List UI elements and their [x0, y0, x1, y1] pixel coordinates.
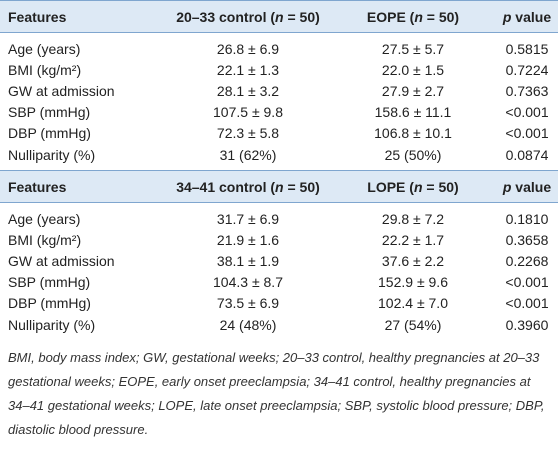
header-row: Features 20–33 control (n = 50) EOPE (n = …	[0, 0, 558, 33]
table-cell: 37.6 ± 2.2	[381, 253, 445, 270]
table-cell: 27.5 ± 5.7	[381, 40, 445, 57]
table-cell: 0.1810	[505, 210, 549, 227]
table-body: Age (years) 31.7 ± 6.9 29.8 ± 7.2 0.1810 BMI…	[0, 203, 558, 341]
table-cell: 38.1 ± 1.9	[216, 253, 280, 270]
table-cell: SBP (mmHg)	[8, 104, 91, 121]
table-header: Features 34–41 control (n = 50) LOPE (n = …	[0, 170, 558, 204]
table-row: GW at admission 28.1 ± 3.2 27.9 ± 2.7 0.736…	[0, 80, 558, 101]
table-cell: Age (years)	[8, 210, 81, 227]
table-row: BMI (kg/m²) 22.1 ± 1.3 22.0 ± 1.5 0.7224	[0, 59, 558, 80]
header-text: value	[511, 8, 552, 25]
header-text: = 50)	[422, 178, 459, 195]
table-cell: 26.8 ± 6.9	[216, 40, 280, 57]
header-text: = 50)	[422, 8, 460, 25]
table-cell: BMI (kg/m²)	[8, 231, 82, 248]
table-cell: 72.3 ± 5.8	[216, 125, 280, 142]
header-text: EOPE (	[366, 8, 415, 25]
header-text: 34–41 control (	[176, 178, 276, 195]
table-row: DBP (mmHg) 73.5 ± 6.9 102.4 ± 7.0 <0.001	[0, 293, 558, 314]
table-cell: 0.0874	[505, 146, 549, 163]
table-cell: 0.7363	[505, 82, 549, 99]
table-cell: 73.5 ± 6.9	[216, 295, 280, 312]
table-cell: 0.2268	[505, 253, 549, 270]
table-cell: SBP (mmHg)	[8, 274, 91, 291]
page: Features 20–33 control (n = 50) EOPE (n = …	[0, 0, 558, 438]
table-cell: Nulliparity (%)	[8, 316, 96, 333]
header-row: Features 34–41 control (n = 50) LOPE (n = …	[0, 170, 558, 204]
table-cell: 106.8 ± 10.1	[374, 125, 452, 142]
header-text: value	[511, 178, 552, 195]
table-cell: <0.001	[505, 295, 549, 312]
header-cell: p value	[488, 170, 558, 204]
header-text: 20–33 control (	[176, 8, 276, 25]
header-cell: LOPE (n = 50)	[338, 170, 488, 204]
table-cell: 27 (54%)	[384, 316, 442, 333]
table-cell: 0.3658	[505, 231, 549, 248]
table-row: Nulliparity (%) 31 (62%) 25 (50%) 0.0874	[0, 144, 558, 170]
table-body: Age (years) 26.8 ± 6.9 27.5 ± 5.7 0.5815 BMI…	[0, 33, 558, 171]
table-cell: DBP (mmHg)	[8, 295, 91, 312]
table-cell: 22.1 ± 1.3	[216, 61, 280, 78]
header-text: Features	[8, 178, 67, 195]
data-table: Features 20–33 control (n = 50) EOPE (n = …	[0, 0, 558, 170]
table-cell: 102.4 ± 7.0	[378, 295, 448, 312]
header-text: = 50)	[283, 8, 320, 25]
table-row: Nulliparity (%) 24 (48%) 27 (54%) 0.3960	[0, 314, 558, 340]
table-row: SBP (mmHg) 104.3 ± 8.7 152.9 ± 9.6 <0.001	[0, 272, 558, 293]
table-cell: 21.9 ± 1.6	[216, 231, 280, 248]
header-cell: 20–33 control (n = 50)	[158, 0, 338, 33]
table-cell: 22.2 ± 1.7	[381, 231, 445, 248]
table-cell: <0.001	[505, 125, 549, 142]
header-text: p	[502, 8, 512, 25]
table-row: Age (years) 31.7 ± 6.9 29.8 ± 7.2 0.1810	[0, 203, 558, 230]
table-cell: 107.5 ± 9.8	[213, 104, 283, 121]
header-cell: Features	[0, 0, 158, 33]
table-cell: 27.9 ± 2.7	[381, 82, 445, 99]
table-cell: BMI (kg/m²)	[8, 61, 82, 78]
table-cell: 31 (62%)	[219, 146, 277, 163]
table-cell: 29.8 ± 7.2	[381, 210, 445, 227]
table-cell: Nulliparity (%)	[8, 146, 96, 163]
table-row: DBP (mmHg) 72.3 ± 5.8 106.8 ± 10.1 <0.001	[0, 123, 558, 144]
footnote: BMI, body mass index; GW, gestational we…	[8, 350, 545, 438]
table-cell: <0.001	[505, 104, 549, 121]
table-cell: GW at admission	[8, 253, 115, 270]
header-cell: Features	[0, 170, 158, 204]
table-cell: 0.5815	[505, 40, 549, 57]
table-cell: 104.3 ± 8.7	[213, 274, 283, 291]
header-text: = 50)	[283, 178, 320, 195]
header-text: Features	[8, 8, 67, 25]
header-text: p	[502, 178, 512, 195]
header-text: n	[413, 178, 423, 195]
table-cell: DBP (mmHg)	[8, 125, 91, 142]
header-cell: EOPE (n = 50)	[338, 0, 488, 33]
table-cell: 0.3960	[505, 316, 549, 333]
table-row: Age (years) 26.8 ± 6.9 27.5 ± 5.7 0.5815	[0, 33, 558, 60]
header-cell: p value	[488, 0, 558, 33]
table-cell: GW at admission	[8, 82, 115, 99]
table-header: Features 20–33 control (n = 50) EOPE (n = …	[0, 0, 558, 33]
tables: Features 20–33 control (n = 50) EOPE (n = …	[0, 0, 558, 340]
header-text: n	[414, 8, 423, 25]
table-cell: 25 (50%)	[384, 146, 442, 163]
table-cell: 0.7224	[505, 61, 549, 78]
table-cell: 158.6 ± 11.1	[374, 104, 452, 121]
table-row: GW at admission 38.1 ± 1.9 37.6 ± 2.2 0.226…	[0, 251, 558, 272]
header-text: n	[275, 8, 284, 25]
header-text: n	[275, 178, 284, 195]
table-row: SBP (mmHg) 107.5 ± 9.8 158.6 ± 11.1 <0.001	[0, 102, 558, 123]
header-cell: 34–41 control (n = 50)	[158, 170, 338, 204]
table-cell: 31.7 ± 6.9	[216, 210, 280, 227]
table-cell: 28.1 ± 3.2	[216, 82, 280, 99]
table-cell: 24 (48%)	[219, 316, 277, 333]
data-table: Features 34–41 control (n = 50) LOPE (n = …	[0, 170, 558, 340]
table-cell: <0.001	[505, 274, 549, 291]
header-text: LOPE (	[367, 178, 414, 195]
table-row: BMI (kg/m²) 21.9 ± 1.6 22.2 ± 1.7 0.3658	[0, 229, 558, 250]
table-cell: Age (years)	[8, 40, 81, 57]
table-cell: 152.9 ± 9.6	[378, 274, 448, 291]
table-cell: 22.0 ± 1.5	[381, 61, 445, 78]
